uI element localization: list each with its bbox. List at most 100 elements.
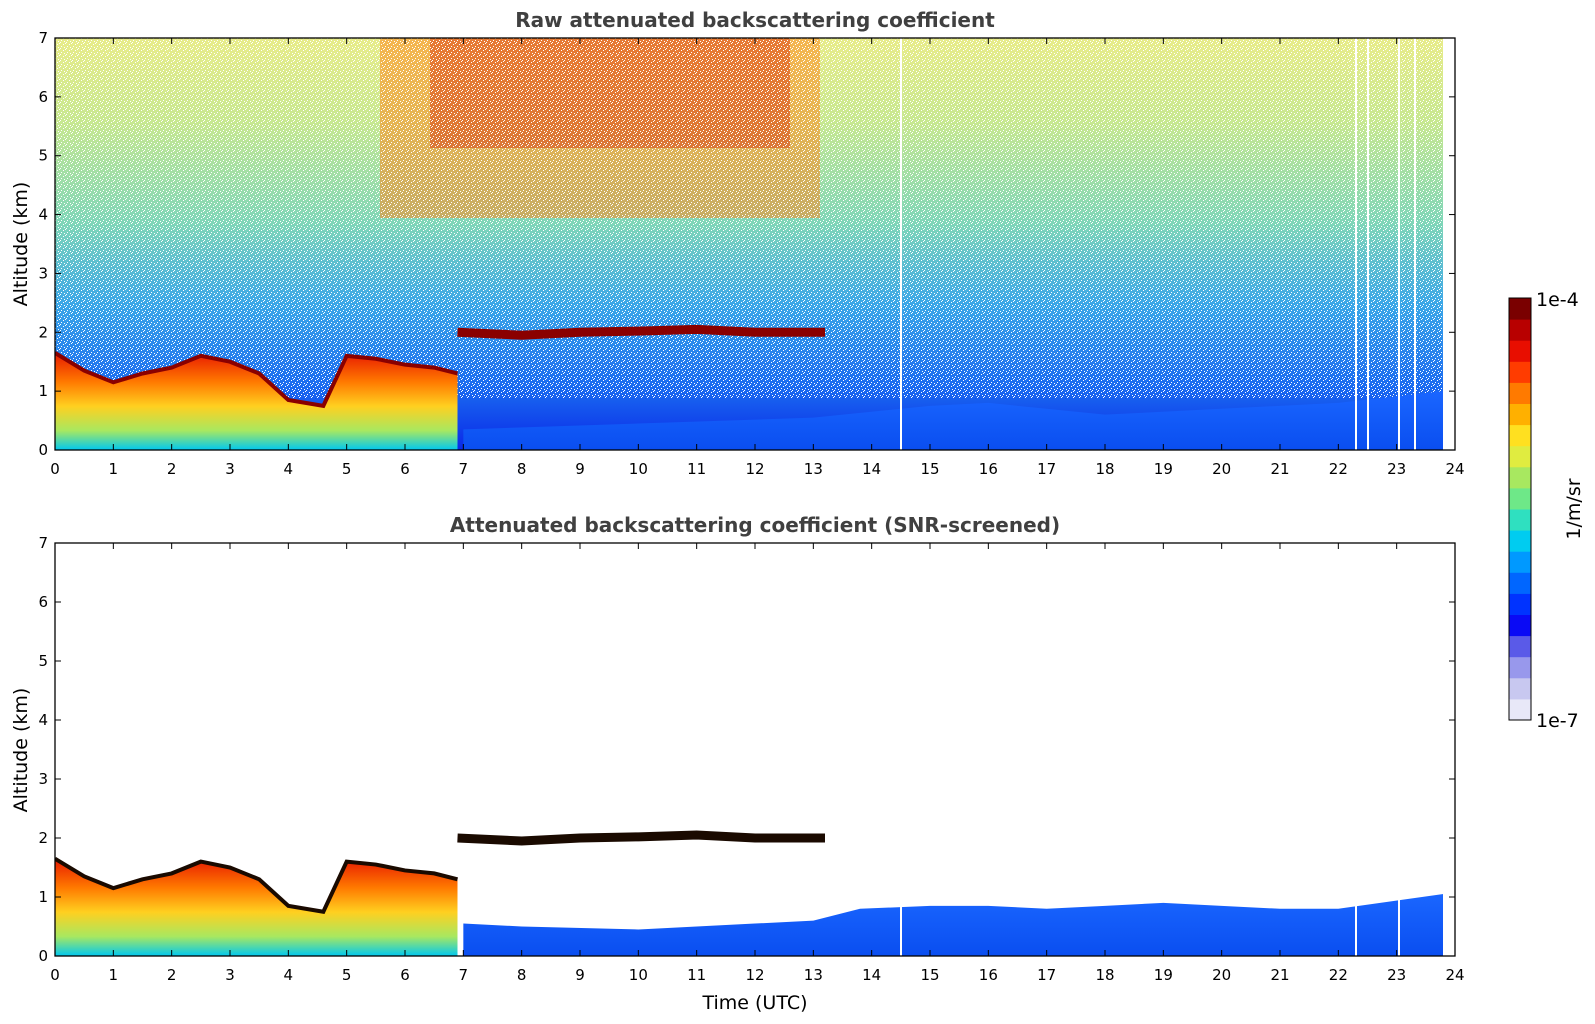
x-tick-label: 24 <box>1445 966 1464 984</box>
x-tick-label: 10 <box>629 966 648 984</box>
screened-boundary-layer-top <box>55 856 458 914</box>
x-tick-label: 3 <box>225 460 235 478</box>
colorbar-swatch <box>1509 551 1531 573</box>
colorbar <box>1509 298 1531 721</box>
y-tick-label: 7 <box>38 29 48 47</box>
colorbar-swatch <box>1509 298 1531 320</box>
raw-data-gap-23-6 <box>1414 38 1416 450</box>
y-tick-label: 1 <box>38 382 48 400</box>
colorbar-swatch <box>1509 445 1531 468</box>
x-tick-label: 13 <box>804 460 823 478</box>
colorbar-min-label: 1e-7 <box>1536 710 1579 732</box>
screened-low-blue-layer <box>463 894 1444 956</box>
y-tick-label: 3 <box>38 770 48 788</box>
y-tick-label: 4 <box>38 711 48 729</box>
x-tick-label: 3 <box>225 966 235 984</box>
x-tick-label: 19 <box>1154 966 1173 984</box>
x-tick-label: 20 <box>1212 460 1231 478</box>
screened-heatmap <box>55 543 1455 956</box>
colorbar-swatch <box>1509 340 1531 362</box>
x-tick-label: 5 <box>342 460 352 478</box>
raw-panel-title: Raw attenuated backscattering coefficien… <box>515 8 995 32</box>
x-tick-label: 11 <box>687 966 706 984</box>
x-tick-label: 10 <box>629 460 648 478</box>
colorbar-swatch <box>1509 614 1531 637</box>
y-tick-label: 6 <box>38 593 48 611</box>
raw-data-gap-22-6 <box>1355 38 1357 450</box>
x-tick-label: 4 <box>284 460 294 478</box>
x-tick-label: 9 <box>575 460 585 478</box>
x-tick-label: 22 <box>1329 966 1348 984</box>
colorbar-swatch <box>1509 593 1531 615</box>
y-tick-label: 0 <box>38 441 48 459</box>
x-tick-label: 20 <box>1212 966 1231 984</box>
y-tick-label: 1 <box>38 888 48 906</box>
x-tick-label: 6 <box>400 966 410 984</box>
x-tick-label: 18 <box>1095 460 1114 478</box>
screened-data-gap-14-5 <box>900 543 902 956</box>
colorbar-swatch <box>1509 656 1531 679</box>
x-tick-label: 17 <box>1037 460 1056 478</box>
raw-data-gap-14-5 <box>900 38 902 450</box>
colorbar-swatch <box>1509 509 1531 531</box>
y-tick-label: 5 <box>38 147 48 165</box>
screened-no-data-strip <box>1443 543 1455 956</box>
screened-data-gap-22-6 <box>1355 543 1357 956</box>
x-tick-label: 15 <box>920 966 939 984</box>
screened-axes: 0 1 2 3 4 5 6 7 8 9 10 11 12 13 14 15 16 17 18 19 20 21 22 23 24… <box>38 534 1464 984</box>
x-tick-label: 18 <box>1095 966 1114 984</box>
x-tick-label: 6 <box>400 460 410 478</box>
x-tick-label: 7 <box>459 966 469 984</box>
screened-cloud-layer <box>457 830 825 846</box>
raw-noise-overlay <box>55 38 1455 398</box>
x-tick-label: 22 <box>1329 460 1348 478</box>
colorbar-swatch <box>1509 572 1531 594</box>
y-tick-label: 3 <box>38 264 48 282</box>
x-tick-label: 0 <box>50 460 60 478</box>
colorbar-swatch <box>1509 382 1531 404</box>
screened-y-axis-label: Altitude (km) <box>10 688 32 813</box>
colorbar-frame <box>1508 297 1532 721</box>
x-tick-label: 13 <box>804 966 823 984</box>
x-tick-label: 1 <box>109 460 119 478</box>
x-tick-label: 2 <box>167 460 177 478</box>
x-tick-label: 14 <box>862 460 881 478</box>
x-tick-label: 5 <box>342 966 352 984</box>
x-tick-label: 17 <box>1037 966 1056 984</box>
screened-panel-title: Attenuated backscattering coefficient (S… <box>450 513 1060 537</box>
colorbar-swatch <box>1509 424 1531 447</box>
y-tick-label: 6 <box>38 88 48 106</box>
colorbar-swatch <box>1509 466 1531 489</box>
x-tick-label: 8 <box>517 460 527 478</box>
x-tick-label: 16 <box>979 460 998 478</box>
x-tick-label: 7 <box>459 460 469 478</box>
x-tick-label: 11 <box>687 460 706 478</box>
y-tick-label: 0 <box>38 947 48 965</box>
colorbar-swatch <box>1509 361 1531 383</box>
x-tick-label: 23 <box>1387 460 1406 478</box>
raw-boundary-layer <box>55 352 458 450</box>
x-tick-label: 4 <box>284 966 294 984</box>
colorbar-swatch <box>1509 530 1531 552</box>
x-tick-label: 8 <box>517 966 527 984</box>
raw-data-gap-23-3 <box>1398 38 1400 450</box>
y-tick-label: 4 <box>38 206 48 224</box>
colorbar-max-label: 1e-4 <box>1536 289 1579 311</box>
x-tick-label: 24 <box>1445 460 1464 478</box>
x-tick-label: 2 <box>167 966 177 984</box>
raw-heatmap <box>55 38 1455 450</box>
x-tick-label: 14 <box>862 966 881 984</box>
screened-data-gap-23-3 <box>1398 543 1400 956</box>
colorbar-swatch <box>1509 403 1531 426</box>
y-tick-label: 2 <box>38 323 48 341</box>
y-tick-label: 5 <box>38 652 48 670</box>
raw-axes: 0 1 2 3 4 5 6 7 8 9 10 11 12 13 14 15 16 17 18 19 20 21 22 23 24… <box>38 29 1464 478</box>
raw-cloud-layer <box>457 324 825 340</box>
x-tick-label: 19 <box>1154 460 1173 478</box>
screened-boundary-layer <box>55 858 458 956</box>
raw-y-axis-label: Altitude (km) <box>10 182 32 307</box>
x-tick-label: 12 <box>745 966 764 984</box>
x-tick-label: 15 <box>920 460 939 478</box>
x-tick-label: 9 <box>575 966 585 984</box>
